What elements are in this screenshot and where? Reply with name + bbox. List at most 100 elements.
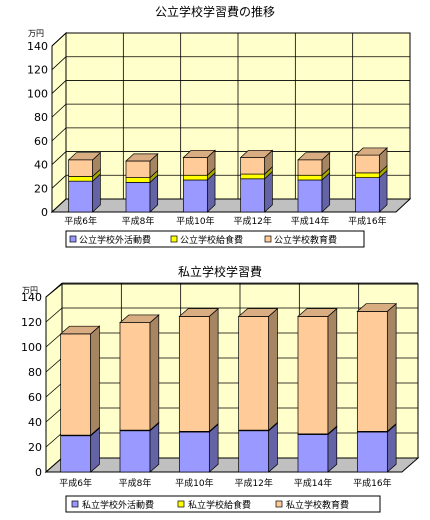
chart1-bars — [67, 147, 388, 213]
bar-segment — [240, 173, 266, 180]
chart2-category-labels: 平成6年 平成8年 平成10年 平成12年 平成14年 平成16年 — [59, 477, 391, 489]
bar-segment-side — [268, 422, 278, 473]
bar-top — [239, 149, 274, 158]
x-tick-label: 平成8年 — [122, 215, 155, 227]
bar-segment — [60, 333, 92, 436]
bar-stack — [125, 153, 159, 213]
gridline-side — [51, 151, 67, 165]
chart1-legend-label-0: 公立学校外活動費 — [79, 234, 151, 246]
bar-top — [182, 149, 216, 158]
bar-segment — [297, 174, 323, 181]
bar-segment-side — [208, 307, 219, 433]
chart1-legend-swatch-2 — [264, 235, 272, 243]
bar-segment — [297, 179, 323, 213]
bar-segment — [68, 176, 94, 182]
chart2-legend-swatch-0 — [71, 500, 79, 508]
bar-segment — [356, 311, 388, 432]
gridline-side — [45, 357, 63, 373]
y-tick-label: 140 — [27, 40, 48, 53]
y-tick-label: 60 — [28, 391, 42, 404]
bar-segment — [178, 431, 210, 473]
bar-segment-side — [208, 423, 219, 473]
bar-segment — [182, 174, 208, 181]
bar-top — [237, 308, 279, 317]
bar-segment-side — [386, 302, 397, 433]
chart2-legend-label-1: 私立学校給食費 — [188, 499, 251, 511]
chart2-legend-swatch-2 — [275, 500, 283, 508]
bar-stack — [354, 147, 388, 213]
bar-top — [119, 314, 160, 323]
gridline-side — [51, 174, 67, 189]
chart2-left-wall — [45, 282, 63, 474]
bar-stack — [239, 149, 274, 213]
chart1-legend-box — [65, 230, 365, 248]
bar-segment — [238, 430, 270, 473]
bar-segment — [68, 159, 94, 177]
bar-segment — [178, 316, 210, 432]
y-tick-label: 0 — [41, 206, 48, 219]
x-tick-label: 平成6年 — [59, 477, 92, 489]
bar-top — [297, 308, 338, 317]
bar-segment — [297, 434, 329, 473]
y-tick-label: 80 — [28, 366, 42, 379]
gridline-side — [45, 407, 63, 423]
chart1-legend-label-2: 公立学校教育費 — [274, 234, 337, 246]
bar-segment — [297, 159, 323, 176]
bar-segment-side — [386, 423, 397, 473]
x-tick-label: 平成12年 — [234, 477, 272, 489]
chart2-legend-item-0: 私立学校外活動費 — [71, 499, 154, 511]
chart1-legend-swatch-1 — [170, 235, 178, 243]
gridline-side — [45, 282, 63, 298]
x-tick-label: 平成16年 — [353, 477, 391, 489]
gridline-side — [45, 382, 63, 398]
bar-stack — [67, 151, 102, 213]
chart2-title: 私立学校学習費 — [178, 264, 262, 279]
public-school-chart: 公立学校学習費の推移 万円 0 20 40 60 80 100 120 140 平成6年 平成8… — [27, 4, 412, 248]
chart1-legend-item-2: 公立学校教育費 — [264, 234, 337, 246]
bar-segment — [354, 177, 380, 213]
chart1-y-unit: 万円 — [28, 29, 44, 38]
chart1-grid — [51, 32, 410, 199]
bar-stack — [297, 151, 331, 213]
chart1-legend-item-1: 公立学校給食費 — [170, 234, 243, 246]
bar-segment — [125, 177, 151, 183]
y-tick-label: 0 — [35, 466, 42, 479]
y-tick-label: 100 — [27, 87, 48, 100]
gridline-side — [51, 32, 67, 47]
bar-segment-side — [149, 422, 160, 473]
chart1-title: 公立学校学習費の推移 — [155, 4, 275, 19]
y-tick-label: 80 — [34, 111, 48, 124]
bar-segment — [354, 172, 380, 178]
bar-stack — [182, 149, 216, 213]
y-tick-label: 60 — [34, 135, 48, 148]
y-tick-label: 20 — [34, 182, 48, 195]
bar-stack — [237, 307, 279, 473]
chart1-legend-item-0: 公立学校外活動費 — [69, 234, 151, 246]
bar-segment — [60, 435, 92, 473]
y-tick-label: 140 — [21, 291, 42, 304]
gridline-side — [51, 56, 67, 71]
chart2-legend-item-1: 私立学校給食費 — [177, 499, 251, 511]
x-tick-label: 平成14年 — [294, 477, 332, 489]
chart2-legend-box — [65, 495, 381, 513]
bar-stack — [119, 314, 160, 473]
chart1-legend-swatch-0 — [69, 235, 77, 243]
gridline-side — [45, 432, 63, 448]
y-tick-label: 20 — [28, 441, 42, 454]
bar-segment — [240, 157, 266, 175]
y-tick-label: 100 — [21, 341, 42, 354]
gridline-side — [51, 127, 67, 142]
x-tick-label: 平成10年 — [176, 215, 214, 227]
bar-top — [125, 153, 159, 162]
bar-top — [59, 325, 101, 335]
chart1-y-ticks: 0 20 40 60 80 100 120 140 — [27, 40, 48, 219]
chart2-legend-label-0: 私立学校外活動費 — [82, 499, 154, 511]
chart2-bars — [59, 302, 398, 473]
y-tick-label: 40 — [28, 416, 42, 429]
bar-segment — [125, 182, 151, 213]
y-tick-label: 40 — [34, 159, 48, 172]
bar-segment — [297, 316, 329, 435]
bar-segment — [356, 431, 388, 473]
